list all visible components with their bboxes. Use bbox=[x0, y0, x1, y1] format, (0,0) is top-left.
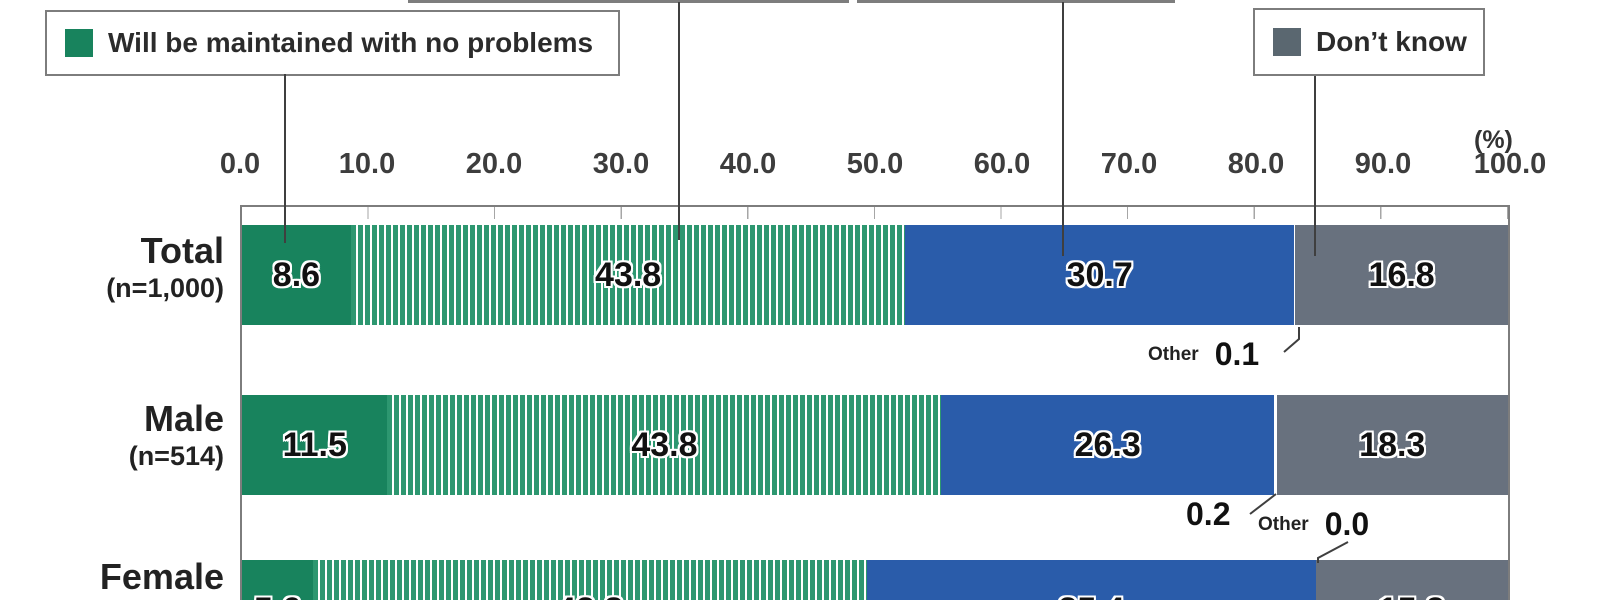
row-label-male: Male (n=514) bbox=[129, 398, 224, 472]
segment-female-blue: 35.4 bbox=[867, 560, 1316, 600]
row-label-total-main: Total bbox=[140, 230, 224, 271]
value-label: 11.5 bbox=[282, 425, 347, 464]
other-word-label: Other bbox=[1258, 513, 1309, 535]
segment-male-other bbox=[1274, 395, 1277, 495]
segment-total-green: 8.6 bbox=[242, 225, 351, 325]
value-label: 35.4 bbox=[1058, 591, 1124, 600]
other-note-female: Other 0.0 bbox=[1258, 506, 1369, 543]
other-note-male: 0.2 bbox=[1186, 496, 1230, 533]
segment-total-striped: 43.8 bbox=[350, 225, 906, 325]
x-tick-40: 40.0 bbox=[719, 148, 777, 180]
plot-area: 8.6 43.8 30.7 16.8 11.5 43.8 26.3 18.3 5… bbox=[240, 205, 1510, 600]
legend-no-problems-label: Will be maintained with no problems bbox=[108, 27, 594, 58]
segment-female-gray: 15.2 bbox=[1315, 560, 1508, 600]
minor-tick-marks bbox=[242, 207, 1508, 219]
row-label-total: Total (n=1,000) bbox=[106, 230, 224, 304]
x-tick-10: 10.0 bbox=[338, 148, 396, 180]
value-label: 8.6 bbox=[272, 255, 321, 294]
value-label: 15.2 bbox=[1379, 591, 1445, 600]
legend-dont-know: Don’t know bbox=[1253, 8, 1485, 76]
segment-female-green: 5.6 bbox=[242, 560, 313, 600]
other-value-female: 0.0 bbox=[1324, 506, 1370, 542]
value-label: 5.6 bbox=[254, 591, 301, 600]
x-tick-30: 30.0 bbox=[592, 148, 650, 180]
segment-total-other bbox=[1294, 225, 1296, 325]
row-label-male-main: Male bbox=[143, 398, 224, 439]
bar-female: 5.6 43.8 35.4 15.2 bbox=[242, 560, 1508, 600]
cropped-legend-box-edge-left bbox=[408, 0, 849, 3]
row-label-total-n: (n=1,000) bbox=[106, 273, 224, 303]
value-label: 43.8 bbox=[595, 255, 662, 294]
legend-no-problems: Will be maintained with no problems bbox=[45, 10, 620, 76]
segment-total-blue: 30.7 bbox=[905, 225, 1295, 325]
x-tick-70: 70.0 bbox=[1100, 148, 1158, 180]
segment-male-green: 11.5 bbox=[242, 395, 388, 495]
green-swatch-icon bbox=[65, 29, 93, 57]
row-label-male-n: (n=514) bbox=[128, 441, 224, 471]
segment-male-striped: 43.8 bbox=[387, 395, 942, 495]
cropped-legend-box-edge-right bbox=[857, 0, 1175, 3]
value-label: 43.8 bbox=[557, 591, 623, 600]
bar-total: 8.6 43.8 30.7 16.8 bbox=[242, 225, 1508, 325]
value-label: 18.3 bbox=[1359, 425, 1426, 464]
value-label: 26.3 bbox=[1074, 425, 1141, 464]
value-label: 16.8 bbox=[1368, 255, 1435, 294]
bar-male: 11.5 43.8 26.3 18.3 bbox=[242, 395, 1508, 495]
x-tick-20: 20.0 bbox=[465, 148, 523, 180]
x-tick-60: 60.0 bbox=[973, 148, 1031, 180]
segment-male-blue: 26.3 bbox=[941, 395, 1275, 495]
value-label: 30.7 bbox=[1066, 255, 1133, 294]
other-note-total: Other 0.1 bbox=[1148, 336, 1259, 373]
row-label-female: Female bbox=[100, 556, 224, 598]
x-tick-90: 90.0 bbox=[1354, 148, 1412, 180]
segment-male-gray: 18.3 bbox=[1276, 395, 1508, 495]
gray-swatch-icon bbox=[1273, 28, 1301, 56]
x-tick-100: 100.0 bbox=[1473, 148, 1547, 180]
row-label-female-main: Female bbox=[99, 556, 224, 597]
value-label: 43.8 bbox=[631, 425, 698, 464]
x-tick-80: 80.0 bbox=[1227, 148, 1285, 180]
other-word-label: Other bbox=[1148, 343, 1199, 365]
x-tick-50: 50.0 bbox=[846, 148, 904, 180]
other-value-total: 0.1 bbox=[1214, 336, 1260, 372]
legend-dont-know-label: Don’t know bbox=[1316, 26, 1467, 57]
x-tick-0: 0.0 bbox=[219, 148, 261, 180]
segment-total-gray: 16.8 bbox=[1295, 225, 1508, 325]
other-value-male: 0.2 bbox=[1186, 496, 1231, 532]
percent-unit-label: (%) bbox=[1474, 126, 1513, 154]
segment-female-striped: 43.8 bbox=[312, 560, 868, 600]
